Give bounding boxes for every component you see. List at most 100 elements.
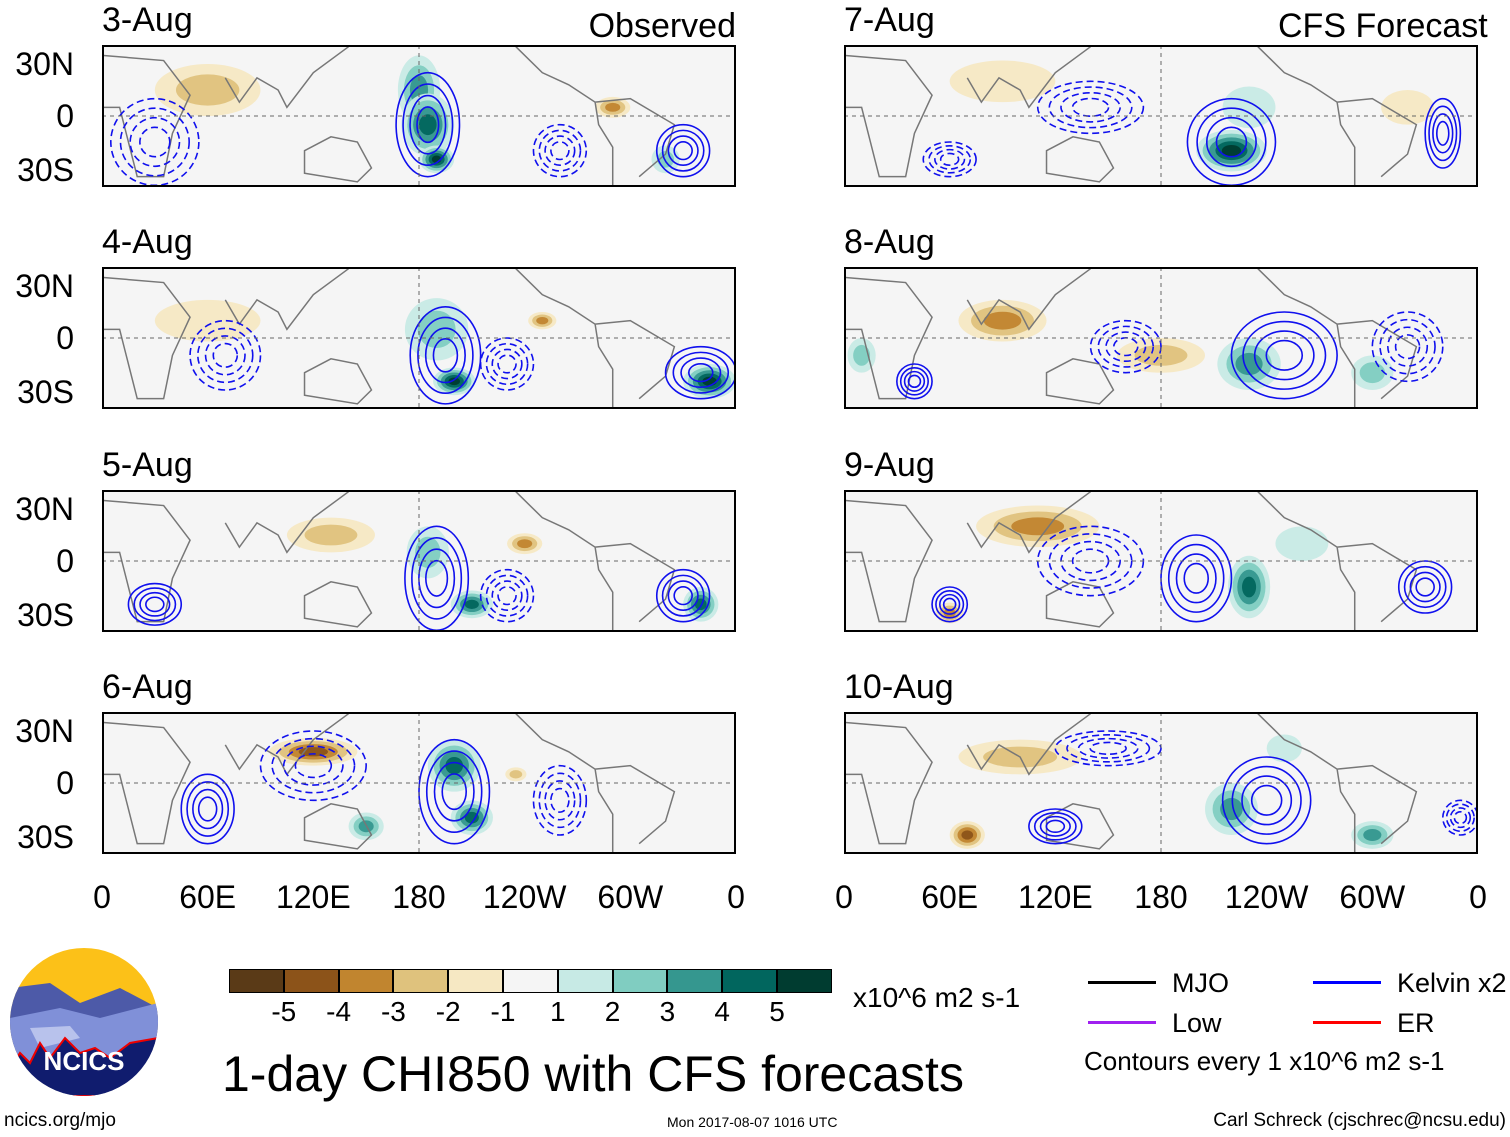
- colorbar-swatch: [229, 969, 284, 993]
- anomaly-shading: [448, 377, 460, 386]
- lat-tick-label: 30S: [17, 152, 74, 188]
- kelvin-contour-negative: [538, 772, 582, 829]
- lon-tick-label: 120W: [482, 879, 567, 915]
- kelvin-contour-positive: [1424, 97, 1462, 169]
- colorbar-swatch: [393, 969, 449, 993]
- kelvin-contour-negative: [544, 780, 576, 821]
- kelvin-contour-positive: [1167, 543, 1225, 613]
- map-panel: [844, 267, 1478, 409]
- kelvin-contour-negative: [1449, 807, 1472, 829]
- kelvin-contour-negative: [204, 335, 246, 376]
- kelvin-contour-negative: [1054, 730, 1162, 767]
- kelvin-contour-negative: [1066, 734, 1151, 763]
- americas-outline: [1257, 46, 1418, 186]
- kelvin-contour-positive: [1403, 565, 1447, 609]
- kelvin-contour-negative: [491, 348, 523, 380]
- anomaly-shading: [943, 608, 956, 618]
- map-panel: [102, 712, 736, 854]
- kelvin-contour-negative: [532, 123, 588, 178]
- kelvin-contour-positive: [1039, 815, 1071, 837]
- footer-url[interactable]: ncics.org/mjo: [4, 1110, 116, 1131]
- panel-date: 5-Aug: [102, 446, 193, 484]
- lon-tick-label: 120W: [1224, 879, 1309, 915]
- kelvin-contour-positive: [1183, 562, 1209, 594]
- kelvin-contour-negative: [491, 580, 523, 612]
- kelvin-contour-negative: [282, 745, 344, 786]
- kelvin-contour-negative: [544, 135, 576, 167]
- kelvin-contour-negative: [1089, 319, 1162, 374]
- kelvin-contour-negative: [271, 737, 356, 794]
- anomaly-shading: [304, 524, 358, 546]
- lon-tick-label: 0: [93, 879, 111, 915]
- australia-outline: [1045, 136, 1115, 183]
- legend-swatch: [1088, 981, 1156, 984]
- kelvin-contour-positive: [1196, 107, 1267, 177]
- kelvin-contour-positive: [409, 306, 482, 405]
- kelvin-contour-positive: [1033, 812, 1077, 841]
- colorbar-swatch: [667, 969, 723, 993]
- map-panel: [844, 45, 1478, 187]
- africa-outline: [102, 54, 191, 178]
- colorbar-swatch: [448, 969, 503, 993]
- colorbar-label: 5: [769, 996, 785, 1027]
- colorbar-label: -5: [271, 996, 297, 1027]
- map-frame: [844, 45, 1478, 187]
- anomaly-shading: [464, 811, 479, 824]
- kelvin-contour-positive: [1432, 113, 1454, 154]
- americas-outline: [1257, 268, 1418, 408]
- anomaly-shading: [1275, 526, 1329, 561]
- kelvin-contour-negative: [1441, 799, 1478, 836]
- kelvin-contour-negative: [939, 152, 960, 167]
- colorbar-label: -2: [435, 996, 461, 1027]
- kelvin-contour-positive: [417, 316, 474, 394]
- kelvin-contour-positive: [432, 338, 459, 373]
- legend-swatch: [1313, 1021, 1381, 1024]
- anomaly-shading: [175, 74, 240, 106]
- americas-outline: [1257, 713, 1418, 853]
- kelvin-contour-positive: [1230, 311, 1338, 400]
- kelvin-contour-positive: [1242, 320, 1327, 390]
- colorbar-label: -3: [380, 996, 406, 1027]
- map-frame: [844, 490, 1478, 632]
- anomaly-shading: [983, 311, 1022, 330]
- kelvin-contour-negative: [550, 141, 570, 161]
- kelvin-contour-negative: [197, 327, 254, 384]
- map-frame: [102, 45, 736, 187]
- lon-tick-label: 60W: [597, 879, 664, 915]
- anomaly-shading: [949, 60, 1056, 103]
- kelvin-contour-positive: [1409, 571, 1441, 603]
- kelvin-contour-positive: [425, 750, 483, 834]
- footer-timestamp: Mon 2017-08-07 1016 UTC: [667, 1114, 838, 1130]
- lat-tick-label: 30N: [15, 46, 74, 82]
- colorbar-units: x10^6 m2 s-1: [853, 982, 1021, 1013]
- kelvin-contour-positive: [1045, 819, 1066, 834]
- kelvin-contour-positive: [411, 536, 463, 620]
- lon-tick-label: 0: [1469, 879, 1487, 915]
- anomaly-shading: [1363, 829, 1382, 841]
- africa-outline: [102, 721, 191, 845]
- anomaly-shading: [464, 599, 479, 609]
- legend-label: ER: [1397, 1008, 1435, 1038]
- lat-tick-label: 0: [56, 320, 74, 356]
- kelvin-contour-negative: [1445, 803, 1475, 832]
- kelvin-contour-positive: [197, 796, 218, 822]
- kelvin-contour-positive: [395, 71, 461, 178]
- kelvin-contour-positive: [433, 761, 475, 822]
- kelvin-contour-negative: [497, 354, 517, 374]
- australia-outline: [303, 358, 373, 405]
- kelvin-contour-negative: [1387, 326, 1429, 367]
- lon-tick-label: 60W: [1339, 879, 1406, 915]
- americas-outline: [515, 46, 676, 186]
- legend-label: Low: [1172, 1008, 1222, 1038]
- kelvin-contour-positive: [1175, 553, 1217, 604]
- kelvin-contour-negative: [1048, 533, 1133, 589]
- map-frame: [102, 267, 736, 409]
- anomaly-shading: [1222, 86, 1276, 129]
- kelvin-contour-negative: [1048, 86, 1133, 129]
- asia-outline: [966, 713, 1092, 776]
- kelvin-contour-negative: [532, 764, 588, 836]
- americas-outline: [515, 491, 676, 631]
- panel-date: 4-Aug: [102, 223, 193, 261]
- kelvin-contour-negative: [294, 753, 333, 779]
- kelvin-contour-positive: [418, 738, 491, 845]
